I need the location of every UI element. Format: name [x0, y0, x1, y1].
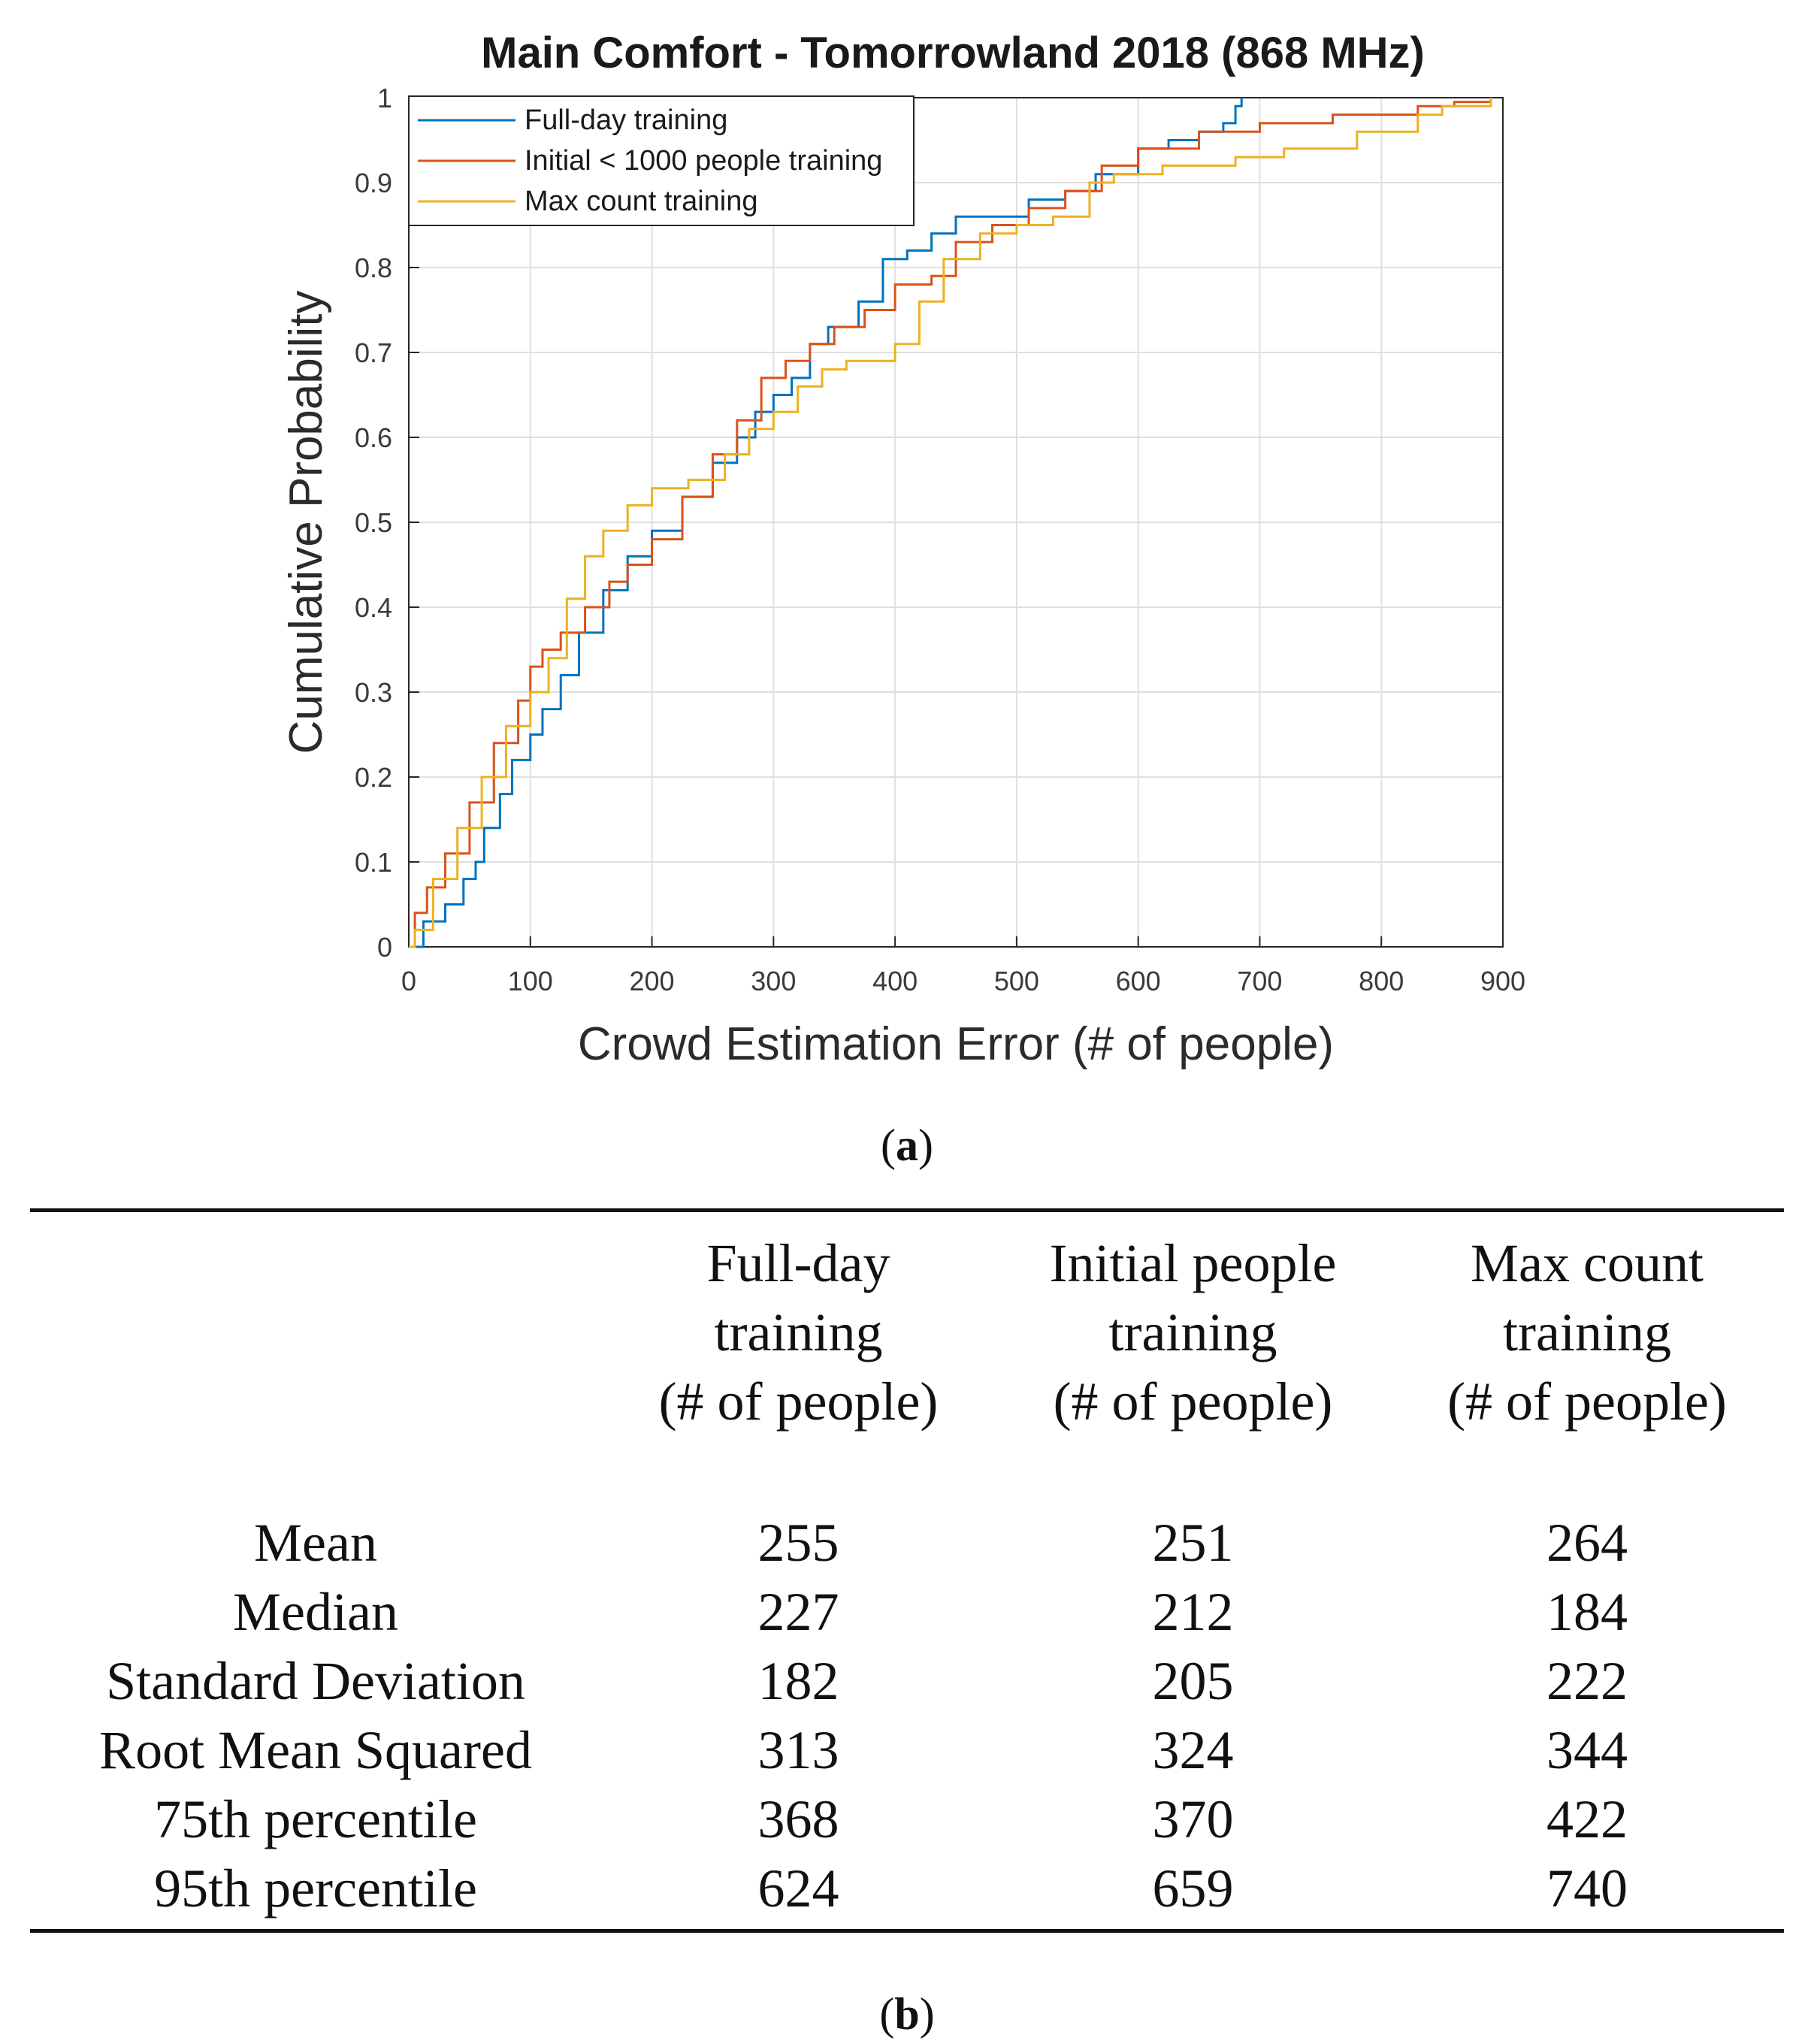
x-tick-label: 500	[994, 966, 1039, 996]
table-row: Standard Deviation 182 205 222	[30, 1646, 1784, 1716]
table-cell: 659	[1152, 1858, 1234, 1919]
table-row: 95th percentile 624 659 740	[30, 1854, 1784, 1931]
header-line: training	[1503, 1302, 1671, 1362]
header-line: (# of people)	[1053, 1371, 1333, 1432]
table-row: Root Mean Squared 313 324 344	[30, 1716, 1784, 1785]
y-tick-label: 0.7	[355, 337, 392, 368]
row-label: 95th percentile	[154, 1858, 477, 1919]
table-cell: 222	[1546, 1651, 1628, 1711]
table-corner-cell	[30, 1211, 601, 1509]
y-tick-label: 0.8	[355, 252, 392, 283]
series-line-1	[409, 98, 1492, 948]
header-line: (# of people)	[658, 1371, 939, 1432]
header-line: (# of people)	[1447, 1371, 1727, 1432]
row-label: Mean	[254, 1513, 377, 1573]
table-cell: 251	[1152, 1513, 1234, 1573]
y-tick-label: 1	[377, 83, 392, 113]
series-line-0	[409, 98, 1243, 948]
y-tick-label: 0.5	[355, 507, 392, 538]
table-cell: 205	[1152, 1651, 1234, 1711]
x-tick-label: 600	[1116, 966, 1161, 996]
legend-label-initial: Initial < 1000 people training	[525, 145, 882, 177]
table-row: Median 227 212 184	[30, 1577, 1784, 1646]
x-tick-label: 0	[401, 966, 416, 996]
table-cell: 740	[1546, 1858, 1628, 1919]
y-tick-label: 0.9	[355, 168, 392, 198]
y-tick-label: 0.2	[355, 762, 392, 793]
row-label: Standard Deviation	[106, 1651, 525, 1711]
table-cell: 368	[757, 1789, 839, 1849]
row-label: Root Mean Squared	[99, 1720, 532, 1780]
y-tick-label: 0.6	[355, 422, 392, 453]
caption-b: (b)	[879, 1989, 935, 2039]
legend-label-full-day: Full-day training	[525, 104, 727, 136]
row-label: 75th percentile	[154, 1789, 477, 1849]
legend-label-max-count: Max count training	[525, 186, 758, 217]
caption-a-letter: a	[896, 1120, 918, 1170]
y-tick-label: 0.4	[355, 592, 392, 623]
table-cell: 422	[1546, 1789, 1628, 1849]
column-header-max-count: Max count training (# of people)	[1390, 1211, 1784, 1509]
table-cell: 182	[757, 1651, 839, 1711]
table-cell: 227	[757, 1582, 839, 1642]
header-line: Full-day	[706, 1233, 890, 1293]
header-line: Initial people	[1049, 1233, 1337, 1293]
x-tick-label: 300	[751, 966, 796, 996]
table-cell: 624	[757, 1858, 839, 1919]
x-tick-label: 900	[1480, 966, 1525, 996]
column-header-full-day: Full-day training (# of people)	[601, 1211, 996, 1509]
chart-title: Main Comfort - Tomorrowland 2018 (868 MH…	[481, 29, 1425, 77]
table-header-row: Full-day training (# of people) Initial …	[30, 1210, 1784, 1509]
x-tick-label: 800	[1359, 966, 1404, 996]
header-line: training	[714, 1302, 883, 1362]
table-row: Mean 255 251 264	[30, 1508, 1784, 1577]
x-tick-label: 400	[872, 966, 918, 996]
table-row: 75th percentile 368 370 422	[30, 1785, 1784, 1854]
x-tick-label: 100	[508, 966, 553, 996]
series-lines	[409, 98, 1492, 948]
header-line: Max count	[1471, 1233, 1704, 1293]
legend: Full-day training Initial < 1000 people …	[408, 95, 915, 226]
x-tick-label: 700	[1237, 966, 1282, 996]
cdf-chart: Main Comfort - Tomorrowland 2018 (868 MH…	[280, 29, 1525, 1070]
x-axis-label: Crowd Estimation Error (# of people)	[578, 1018, 1334, 1070]
header-line: training	[1108, 1302, 1277, 1362]
caption-b-letter: b	[894, 1989, 920, 2039]
y-axis-label: Cumulative Probability	[280, 291, 332, 754]
table-cell: 184	[1546, 1582, 1628, 1642]
axis-ticks: 0 100 200 300 400 500 600 700 800 900 0 0.1 0.2 0.3 0.…	[355, 83, 1525, 996]
row-label: Median	[233, 1582, 398, 1642]
table-cell: 264	[1546, 1513, 1628, 1573]
x-tick-label: 200	[630, 966, 675, 996]
table-cell: 370	[1152, 1789, 1234, 1849]
table-cell: 255	[757, 1513, 839, 1573]
stats-table: Full-day training (# of people) Initial …	[30, 1208, 1784, 1933]
column-header-initial: Initial people training (# of people)	[996, 1211, 1390, 1509]
table-cell: 344	[1546, 1720, 1628, 1780]
y-tick-label: 0	[377, 932, 392, 963]
table-cell: 324	[1152, 1720, 1234, 1780]
series-line-2	[409, 98, 1492, 948]
y-tick-label: 0.3	[355, 677, 392, 708]
caption-a: (a)	[881, 1120, 933, 1170]
table-cell: 212	[1152, 1582, 1234, 1642]
table-cell: 313	[757, 1720, 839, 1780]
y-tick-label: 0.1	[355, 847, 392, 878]
